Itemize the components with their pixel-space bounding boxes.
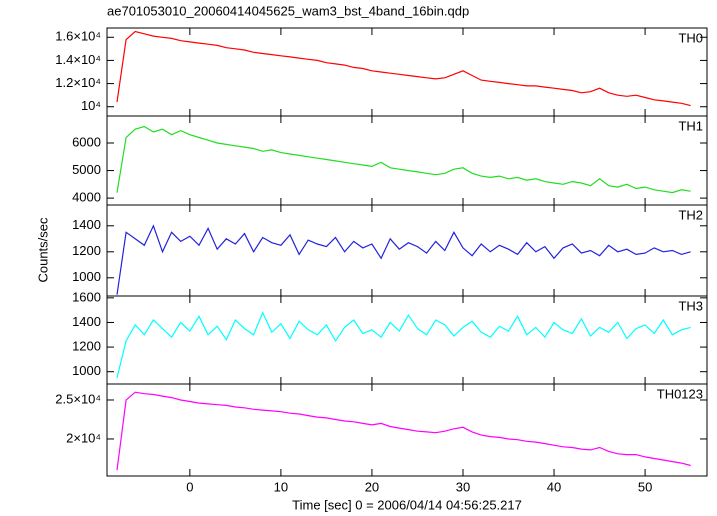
x-axis-label: Time [sec] 0 = 2006/04/14 04:56:25.217 (292, 497, 522, 512)
panel-frame (106, 295, 708, 385)
light-curve (116, 391, 691, 471)
chart-title: ae701053010_20060414045625_wam3_bst_4ban… (107, 3, 469, 18)
y-tick-label: 4000 (72, 190, 101, 205)
light-curve (116, 125, 691, 194)
panel-label: TH0123 (657, 386, 703, 401)
y-tick-label: 1.6×10⁴ (55, 29, 101, 44)
x-tick-label: 0 (186, 479, 193, 494)
y-tick-label: 1.4×10⁴ (55, 52, 101, 67)
light-curve (116, 30, 691, 107)
y-tick-label: 6000 (72, 134, 101, 149)
y-tick-label: 1000 (72, 269, 101, 284)
light-curve (116, 311, 691, 378)
y-tick-label: 1.2×10⁴ (55, 75, 101, 90)
y-tick-label: 1200 (72, 339, 101, 354)
y-tick-label: 1400 (72, 314, 101, 329)
y-axis-label: Counts/sec (35, 217, 50, 283)
y-tick-label: 10⁴ (81, 98, 101, 113)
panel-frame (106, 27, 708, 117)
x-tick-label: 50 (638, 479, 652, 494)
y-tick-label: 1000 (72, 363, 101, 378)
x-tick-label: 40 (547, 479, 561, 494)
y-tick-label: 2.5×10⁴ (55, 391, 101, 406)
x-tick-label: 10 (274, 479, 288, 494)
x-tick-label: 30 (456, 479, 470, 494)
light-curve (116, 224, 691, 295)
y-tick-label: 5000 (72, 162, 101, 177)
panel-label: TH1 (678, 118, 703, 133)
y-tick-label: 1400 (72, 217, 101, 232)
x-tick-label: 20 (365, 479, 379, 494)
y-tick-label: 2×10⁴ (66, 430, 101, 445)
y-tick-label: 1200 (72, 243, 101, 258)
panel-label: TH2 (678, 207, 703, 222)
panel-frame (106, 115, 708, 206)
y-tick-label: 1600 (72, 289, 101, 304)
panel-label: TH3 (678, 298, 703, 313)
panel-frame (106, 383, 708, 477)
panel-label: TH0 (678, 30, 703, 45)
